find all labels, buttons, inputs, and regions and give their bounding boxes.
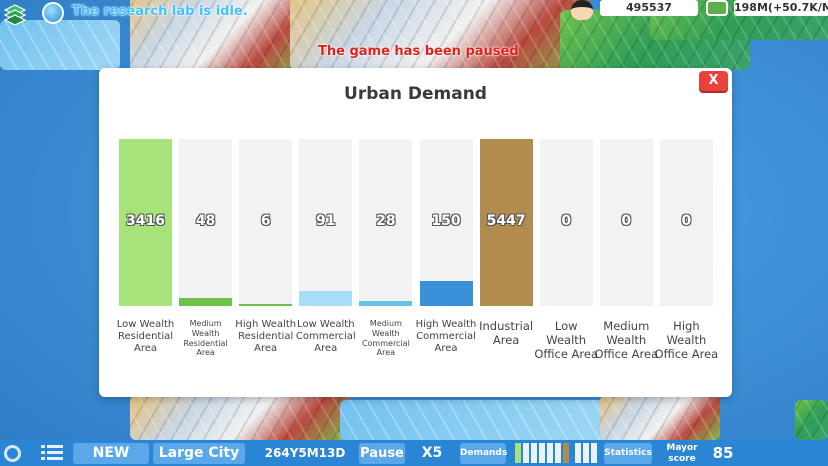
statistics-button[interactable]: Statistics	[604, 443, 652, 464]
mayor-score-value: 85	[712, 444, 734, 462]
demand-bar-value: 91	[316, 213, 336, 229]
mayor-avatar-icon[interactable]	[571, 0, 593, 20]
demand-bar-label: High Wealth Commercial Area	[415, 319, 477, 355]
game-date: 264Y5M13D	[264, 446, 346, 460]
chart-icon[interactable]	[513, 443, 597, 463]
research-status-message: The research lab is idle.	[72, 4, 248, 19]
demand-bar-value: 6	[260, 213, 271, 229]
dialog-title: Urban Demand	[344, 84, 487, 104]
pause-button[interactable]: Pause	[359, 443, 405, 464]
demand-bar-label: Low Wealth Office Area	[534, 319, 599, 362]
demand-bar-label: Medium Wealth Office Area	[594, 319, 659, 362]
demand-bar-value: 3416	[126, 213, 165, 229]
demand-bar-label: Industrial Area	[479, 319, 534, 348]
demand-bar-fill	[359, 301, 413, 306]
demand-bar-value: 28	[376, 213, 396, 229]
demand-bar-chart: 3416 Low Wealth Residential Area 48 Medium …	[117, 139, 718, 377]
globe-icon[interactable]	[42, 2, 64, 24]
demand-bar-value: 0	[681, 213, 692, 229]
demand-bar-track: 48	[179, 139, 233, 306]
demand-bar-track: 0	[659, 139, 713, 306]
city-name-button[interactable]: Large City	[153, 443, 245, 464]
demand-bar-label: Low Wealth Commercial Area	[295, 319, 356, 355]
demand-bar-label: High Wealth Office Area	[654, 319, 719, 362]
demand-bar-fill	[179, 298, 233, 306]
demand-bar-track: 6	[239, 139, 293, 306]
demand-bar-label: Medium Wealth Residential Area	[183, 319, 228, 358]
demand-bar-label: Low Wealth Residential Area	[116, 319, 175, 355]
demand-bar-value: 150	[431, 213, 461, 229]
close-button[interactable]: X	[699, 71, 728, 91]
list-icon[interactable]	[40, 444, 64, 462]
paused-message: The game has been paused	[318, 44, 519, 59]
demand-bar-fill	[419, 281, 473, 306]
money-icon	[706, 0, 728, 16]
demand-bar-track: 91	[299, 139, 353, 306]
demand-bar-fill	[299, 291, 353, 306]
bottom-toolbar: NEW Large City 264Y5M13D Pause X5 Demand…	[0, 440, 828, 466]
settings-icon[interactable]	[4, 445, 21, 462]
demand-bar-label: Medium Wealth Commercial Area	[361, 319, 410, 358]
demand-bar-label: High Wealth Residential Area	[235, 319, 297, 355]
layers-icon[interactable]	[4, 3, 26, 25]
speed-button[interactable]: X5	[421, 445, 443, 461]
demand-bar-value: 0	[621, 213, 632, 229]
demand-bar-fill	[479, 139, 533, 306]
demand-bar-value: 0	[561, 213, 572, 229]
demand-bar-fill	[239, 304, 293, 306]
money-display: 198M(+50.7K/M)	[734, 0, 828, 16]
demand-bar-track: 0	[599, 139, 653, 306]
score-display: 495537	[600, 0, 698, 16]
demand-bar-value: 48	[195, 213, 216, 229]
demand-bar-track: 150	[419, 139, 473, 306]
new-game-button[interactable]: NEW	[73, 443, 149, 464]
demand-bar-track: 28	[359, 139, 413, 306]
demand-bar-track: 0	[539, 139, 593, 306]
demand-bar-track: 3416	[119, 139, 172, 306]
demand-bar-value: 5447	[486, 213, 526, 229]
urban-demand-dialog: Urban Demand X 3416 Low Wealth Residentia…	[99, 68, 732, 397]
demand-bar-fill	[119, 139, 172, 306]
mayor-score-label: Mayor score	[666, 443, 698, 464]
demand-bar-track: 5447	[479, 139, 533, 306]
demands-button[interactable]: Demands	[460, 443, 507, 464]
